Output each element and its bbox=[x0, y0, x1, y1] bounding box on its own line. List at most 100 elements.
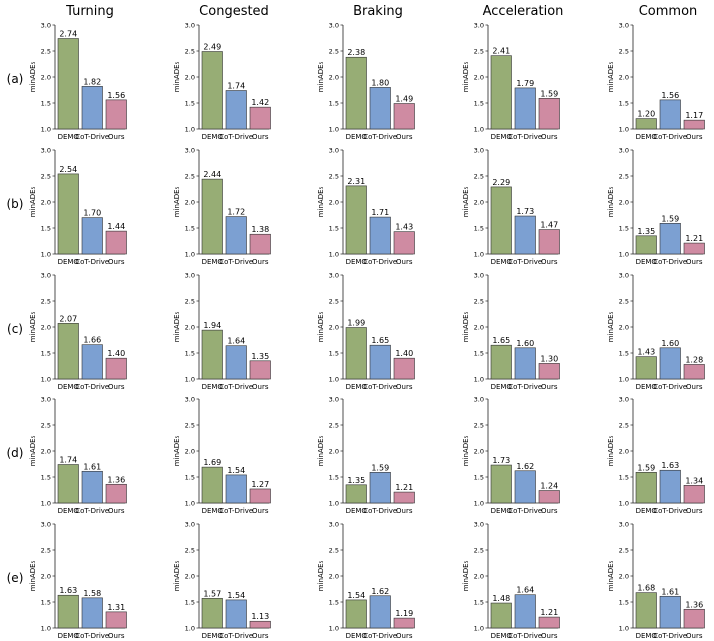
x-tick-label: CoT-Drive bbox=[653, 383, 687, 391]
y-tick-label: 2.5 bbox=[185, 546, 195, 554]
bar-value-label: 1.63 bbox=[661, 461, 679, 470]
x-tick-label: DEMO bbox=[202, 383, 224, 391]
y-tick-label: 1.0 bbox=[329, 499, 339, 507]
y-tick-label: 1.0 bbox=[41, 499, 51, 507]
x-tick-label: CoT-Drive bbox=[653, 133, 687, 141]
bar-value-label: 1.68 bbox=[637, 584, 655, 593]
x-tick-label: Ours bbox=[686, 383, 703, 391]
y-tick-label: 1.0 bbox=[329, 125, 339, 133]
x-tick-label: CoT-Drive bbox=[219, 258, 253, 266]
y-tick-label: 2.5 bbox=[185, 421, 195, 429]
y-tick-label: 1.0 bbox=[619, 499, 629, 507]
y-tick-label: 1.0 bbox=[619, 250, 629, 258]
bar bbox=[635, 118, 657, 130]
x-tick-label: CoT-Drive bbox=[75, 507, 109, 515]
y-tick-label: 2.5 bbox=[619, 421, 629, 429]
x-tick-label: DEMO bbox=[491, 632, 513, 640]
y-axis-label: minADE₅ bbox=[317, 312, 325, 343]
x-tick-label: DEMO bbox=[58, 133, 80, 141]
y-tick-label: 2.0 bbox=[619, 73, 629, 81]
y-axis-label: minADE₅ bbox=[29, 436, 37, 467]
x-tick-label: DEMO bbox=[58, 383, 80, 391]
bar bbox=[81, 86, 103, 130]
bar-value-label: 1.13 bbox=[251, 612, 269, 621]
y-tick-label: 1.5 bbox=[474, 224, 484, 232]
bar-value-label: 1.35 bbox=[637, 227, 655, 236]
x-tick-label: Ours bbox=[396, 507, 413, 515]
x-tick-label: CoT-Drive bbox=[508, 383, 542, 391]
y-tick-label: 2.0 bbox=[619, 198, 629, 206]
y-tick-label: 2.5 bbox=[619, 546, 629, 554]
x-tick-label: Ours bbox=[686, 507, 703, 515]
x-tick-label: Ours bbox=[541, 383, 558, 391]
x-tick-label: Ours bbox=[252, 632, 269, 640]
bar bbox=[57, 323, 79, 380]
bar bbox=[225, 599, 247, 629]
bar-value-label: 1.20 bbox=[637, 110, 655, 119]
y-tick-label: 1.0 bbox=[41, 250, 51, 258]
x-tick-label: DEMO bbox=[491, 133, 513, 141]
bar-value-label: 1.47 bbox=[540, 221, 558, 230]
bar-value-label: 1.58 bbox=[83, 589, 101, 598]
bar bbox=[225, 90, 247, 130]
bar-value-label: 1.65 bbox=[371, 336, 389, 345]
bar-value-label: 2.41 bbox=[492, 47, 510, 56]
y-tick-label: 2.5 bbox=[619, 47, 629, 55]
bar-value-label: 1.43 bbox=[637, 348, 655, 357]
bar-value-label: 1.64 bbox=[516, 586, 534, 595]
x-tick-label: CoT-Drive bbox=[363, 632, 397, 640]
bar-value-label: 1.17 bbox=[685, 111, 703, 120]
y-axis-label: minADE₅ bbox=[173, 561, 181, 592]
y-tick-label: 2.0 bbox=[474, 73, 484, 81]
bar bbox=[635, 592, 657, 629]
x-tick-label: CoT-Drive bbox=[508, 133, 542, 141]
bar bbox=[105, 230, 127, 255]
bar-value-label: 1.21 bbox=[395, 483, 413, 492]
bar bbox=[249, 360, 271, 380]
y-tick-label: 3.0 bbox=[474, 146, 484, 154]
bar bbox=[490, 464, 512, 504]
y-tick-label: 3.0 bbox=[329, 271, 339, 279]
x-tick-label: DEMO bbox=[636, 507, 658, 515]
bar-value-label: 2.44 bbox=[203, 170, 221, 179]
y-tick-label: 3.0 bbox=[41, 395, 51, 403]
x-tick-label: Ours bbox=[252, 258, 269, 266]
bar bbox=[393, 103, 415, 130]
bar bbox=[201, 466, 223, 504]
x-tick-label: Ours bbox=[108, 133, 125, 141]
bar bbox=[57, 594, 79, 629]
bar bbox=[369, 344, 391, 380]
y-tick-label: 1.5 bbox=[474, 349, 484, 357]
bar bbox=[345, 327, 367, 380]
bar-value-label: 1.59 bbox=[637, 463, 655, 472]
y-tick-label: 3.0 bbox=[185, 520, 195, 528]
y-tick-label: 1.0 bbox=[474, 624, 484, 632]
row-label: (b) bbox=[7, 197, 24, 211]
bar-value-label: 1.94 bbox=[203, 321, 221, 330]
y-tick-label: 2.5 bbox=[329, 546, 339, 554]
y-axis-label: minADE₅ bbox=[462, 312, 470, 343]
y-tick-label: 1.0 bbox=[41, 624, 51, 632]
bar-value-label: 1.61 bbox=[661, 587, 679, 596]
bar-value-label: 1.61 bbox=[83, 462, 101, 471]
x-tick-label: CoT-Drive bbox=[508, 507, 542, 515]
bar bbox=[514, 87, 536, 130]
bar-value-label: 1.19 bbox=[395, 609, 413, 618]
bar bbox=[538, 363, 560, 380]
x-tick-label: CoT-Drive bbox=[363, 258, 397, 266]
bar bbox=[659, 595, 681, 629]
bar-value-label: 1.42 bbox=[251, 98, 269, 107]
y-tick-label: 1.5 bbox=[619, 99, 629, 107]
y-tick-label: 1.5 bbox=[329, 598, 339, 606]
y-tick-label: 2.0 bbox=[619, 572, 629, 580]
x-tick-label: Ours bbox=[108, 383, 125, 391]
y-tick-label: 3.0 bbox=[185, 146, 195, 154]
y-tick-label: 2.0 bbox=[329, 73, 339, 81]
bar-value-label: 1.74 bbox=[59, 456, 77, 465]
y-tick-label: 2.0 bbox=[329, 572, 339, 580]
x-tick-label: Ours bbox=[252, 133, 269, 141]
bar bbox=[514, 215, 536, 255]
y-tick-label: 3.0 bbox=[329, 21, 339, 29]
bar-value-label: 1.35 bbox=[347, 476, 365, 485]
y-tick-label: 1.0 bbox=[474, 375, 484, 383]
